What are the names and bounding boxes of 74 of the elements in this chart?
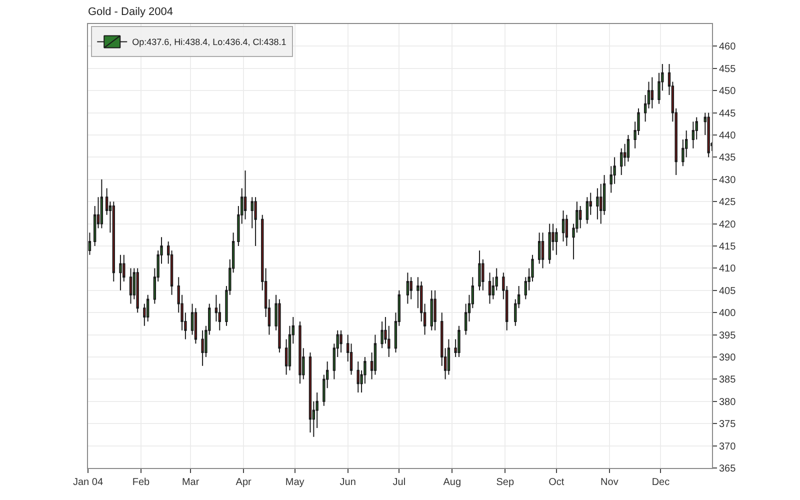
candlestick [278,298,281,354]
y-tick-label: 380 [719,396,736,408]
candlestick [410,276,412,300]
y-tick-label: 400 [719,308,736,320]
candlestick [201,330,204,366]
candlestick [146,294,150,322]
candlestick [136,268,139,314]
candlestick [650,76,654,109]
x-tick-label: Jan 04 [72,477,104,488]
candlestick [194,308,198,344]
y-tick-label: 375 [719,419,736,430]
candlestick [586,196,589,224]
y-tick-label: 450 [719,86,736,98]
x-tick-label: Oct [548,477,564,488]
candlestick [562,210,565,242]
y-tick-label: 425 [719,197,736,208]
candlestick [626,134,630,162]
candlestick [340,330,342,354]
candlestick [596,188,599,220]
candlestick [129,268,132,304]
x-tick-label: Apr [236,477,252,488]
candlestick [100,178,104,229]
x-tick-label: Nov [600,477,618,488]
candlestick [541,232,544,269]
candlestick [548,223,551,264]
chart-title: Gold - Daily 2004 [88,6,173,18]
y-tick-label: 415 [719,242,736,252]
candlestick [119,254,122,291]
x-tick-label: Dec [652,477,670,488]
y-tick-label: 430 [719,174,736,186]
candlestick [308,352,312,433]
candlestick [458,325,460,358]
y-tick-label: 440 [719,130,736,142]
candlestick [579,206,582,229]
candlestick [565,214,568,246]
candlestick [430,290,433,331]
candlestick [555,228,558,256]
y-tick-label: 435 [719,152,736,164]
candlestick [112,201,115,282]
candlestick [434,290,436,331]
candlestick [374,334,377,376]
y-tick-label: 460 [719,42,736,53]
x-tick-label: Mar [182,477,200,488]
candlestick [298,320,302,384]
x-tick-label: May [285,477,304,488]
candlestick [707,112,710,158]
y-tick-label: 445 [719,108,736,120]
legend-label: Op:437.6, Hi:438.4, Lo:436.4, Cl:438.1 [132,37,286,48]
x-tick-label: Jul [392,477,406,488]
candlestick [538,232,541,264]
y-tick-label: 365 [719,464,736,474]
y-tick-label: 420 [719,219,736,230]
x-tick-label: Feb [132,477,150,488]
candlestick [488,272,492,304]
candlestick [406,272,410,304]
y-tick-label: 390 [719,352,736,364]
candlestick [447,338,450,376]
y-tick-label: 385 [719,374,736,386]
candlestick [254,196,257,246]
y-tick-label: 370 [719,441,736,452]
candlestick [478,250,481,291]
x-tick-label: Aug [443,477,462,488]
candlestick [244,170,247,220]
candlestick [356,360,360,394]
candlestick [88,232,92,256]
candlestick [380,320,384,349]
y-tick-label: 455 [719,64,736,75]
x-tick-label: Jun [340,477,356,488]
y-tick-label: 395 [719,330,736,342]
x-tick-label: Sep [496,477,514,488]
candlestick [620,148,623,176]
y-tick-label: 410 [719,264,736,275]
candlestick [692,121,695,149]
y-tick-label: 405 [719,286,736,297]
